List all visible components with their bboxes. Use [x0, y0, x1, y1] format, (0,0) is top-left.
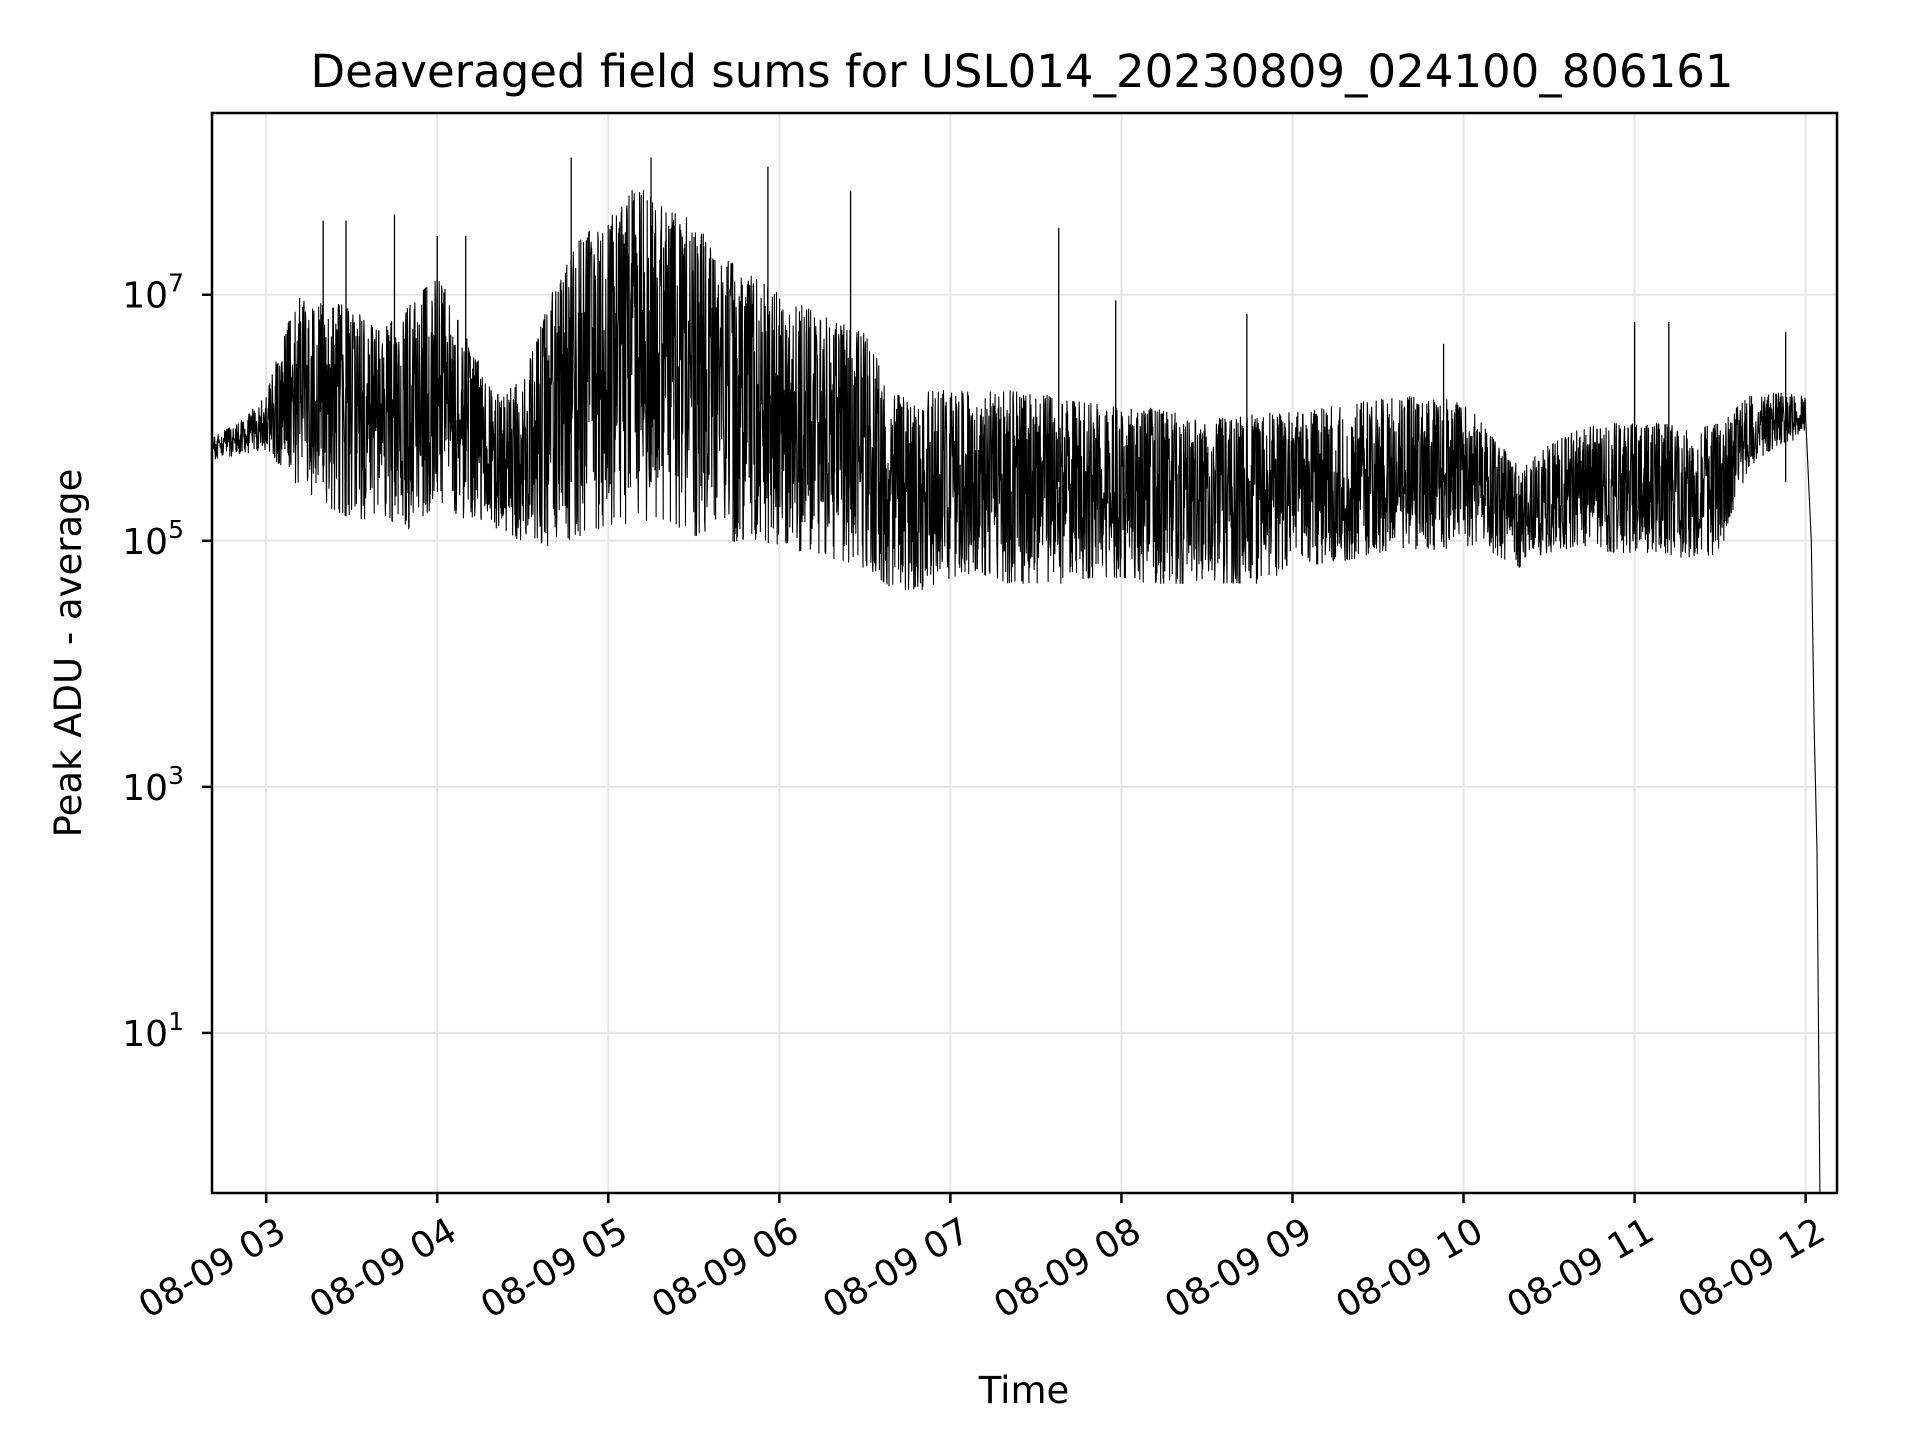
x-axis-label: Time — [978, 1369, 1070, 1412]
y-axis-label: Peak ADU - average — [47, 469, 90, 838]
y-axis: 101 103 105 107 — [122, 269, 212, 1055]
series-line — [212, 190, 1821, 1193]
y-tick-label: 107 — [122, 269, 184, 317]
y-tick-label: 105 — [122, 515, 184, 563]
plot-frame — [210, 111, 1839, 1195]
chart-title: Deaveraged field sums for USL014_2023080… — [310, 45, 1733, 98]
y-tick-label: 103 — [122, 761, 184, 809]
y-tick-label: 101 — [122, 1007, 184, 1055]
plot-area — [212, 157, 1821, 1193]
